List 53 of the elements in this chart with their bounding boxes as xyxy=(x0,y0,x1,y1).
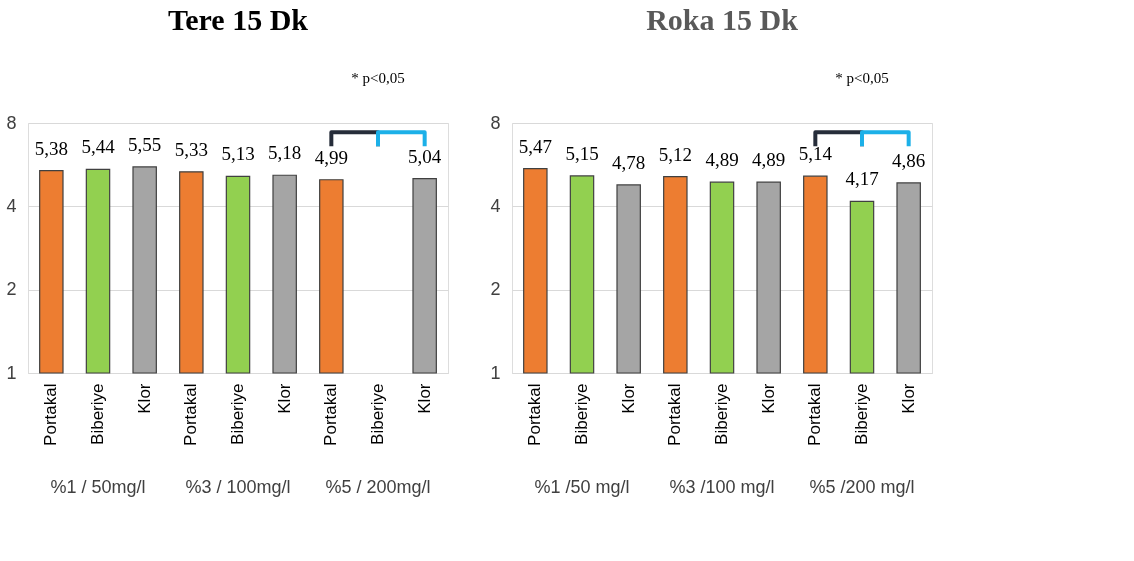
data-label: 4,89 xyxy=(752,149,786,171)
text: * p<0,05 xyxy=(351,70,405,86)
data-label: 4,99 xyxy=(314,146,348,168)
text: %5 / 200mg/l xyxy=(325,477,431,497)
y-tick-label: 2 xyxy=(490,279,501,300)
y-tick-label: 8 xyxy=(6,112,17,133)
text: * p<0,05 xyxy=(835,70,889,86)
data-label: 5,13 xyxy=(221,143,255,165)
x-tick-label: Biberiye xyxy=(88,383,107,445)
text: %5 /200 mg/l xyxy=(809,477,915,497)
x-tick-label: Biberiye xyxy=(228,383,247,445)
x-tick-label: Klor xyxy=(134,383,154,414)
data-label: 5,12 xyxy=(658,143,692,165)
data-label: 5,44 xyxy=(81,136,116,158)
x-tick-label: Biberiye xyxy=(852,383,871,445)
x-tick-label: Klor xyxy=(618,383,638,414)
y-tick-label: 2 xyxy=(6,279,17,300)
data-label: 5,38 xyxy=(34,137,68,159)
text: %1 / 50mg/l xyxy=(50,477,146,497)
y-tick-label: 4 xyxy=(6,195,17,216)
x-tick-label: Biberiye xyxy=(572,383,591,445)
y-tick-label: 4 xyxy=(490,195,501,216)
data-label: 5,18 xyxy=(268,142,302,164)
x-tick-label: Portakal xyxy=(41,383,61,446)
x-tick-label: Portakal xyxy=(665,383,685,446)
y-tick-label: 1 xyxy=(6,362,17,383)
x-tick-label: Biberiye xyxy=(712,383,731,445)
y-tick-label: 1 xyxy=(490,362,501,383)
text: %1 /50 mg/l xyxy=(534,477,630,497)
data-label: 5,55 xyxy=(128,133,162,155)
x-tick-label: Portakal xyxy=(805,383,825,446)
x-tick-label: Portakal xyxy=(321,383,341,446)
chart-title: Roka 15 Dk xyxy=(646,3,799,36)
x-tick-label: Klor xyxy=(758,383,778,414)
text: %3 / 100mg/l xyxy=(185,477,291,497)
x-tick-label: Biberiye xyxy=(368,383,387,445)
data-label: 5,15 xyxy=(565,142,599,164)
data-label: 5,14 xyxy=(798,143,833,165)
y-tick-label: 8 xyxy=(490,112,501,133)
x-tick-label: Klor xyxy=(274,383,294,414)
data-label: 5,04 xyxy=(408,145,442,167)
data-label: 5,47 xyxy=(518,135,552,157)
x-tick-label: Klor xyxy=(414,383,434,414)
data-label: 5,33 xyxy=(174,138,208,160)
data-label: 4,89 xyxy=(705,149,739,171)
x-tick-label: Klor xyxy=(898,383,918,414)
chart-title: Tere 15 Dk xyxy=(167,3,309,36)
x-tick-label: Portakal xyxy=(525,383,545,446)
data-label: 4,17 xyxy=(845,168,879,190)
data-label: 4,86 xyxy=(892,149,926,171)
x-tick-label: Portakal xyxy=(181,383,201,446)
text: %3 /100 mg/l xyxy=(669,477,775,497)
data-label: 4,78 xyxy=(612,151,646,173)
